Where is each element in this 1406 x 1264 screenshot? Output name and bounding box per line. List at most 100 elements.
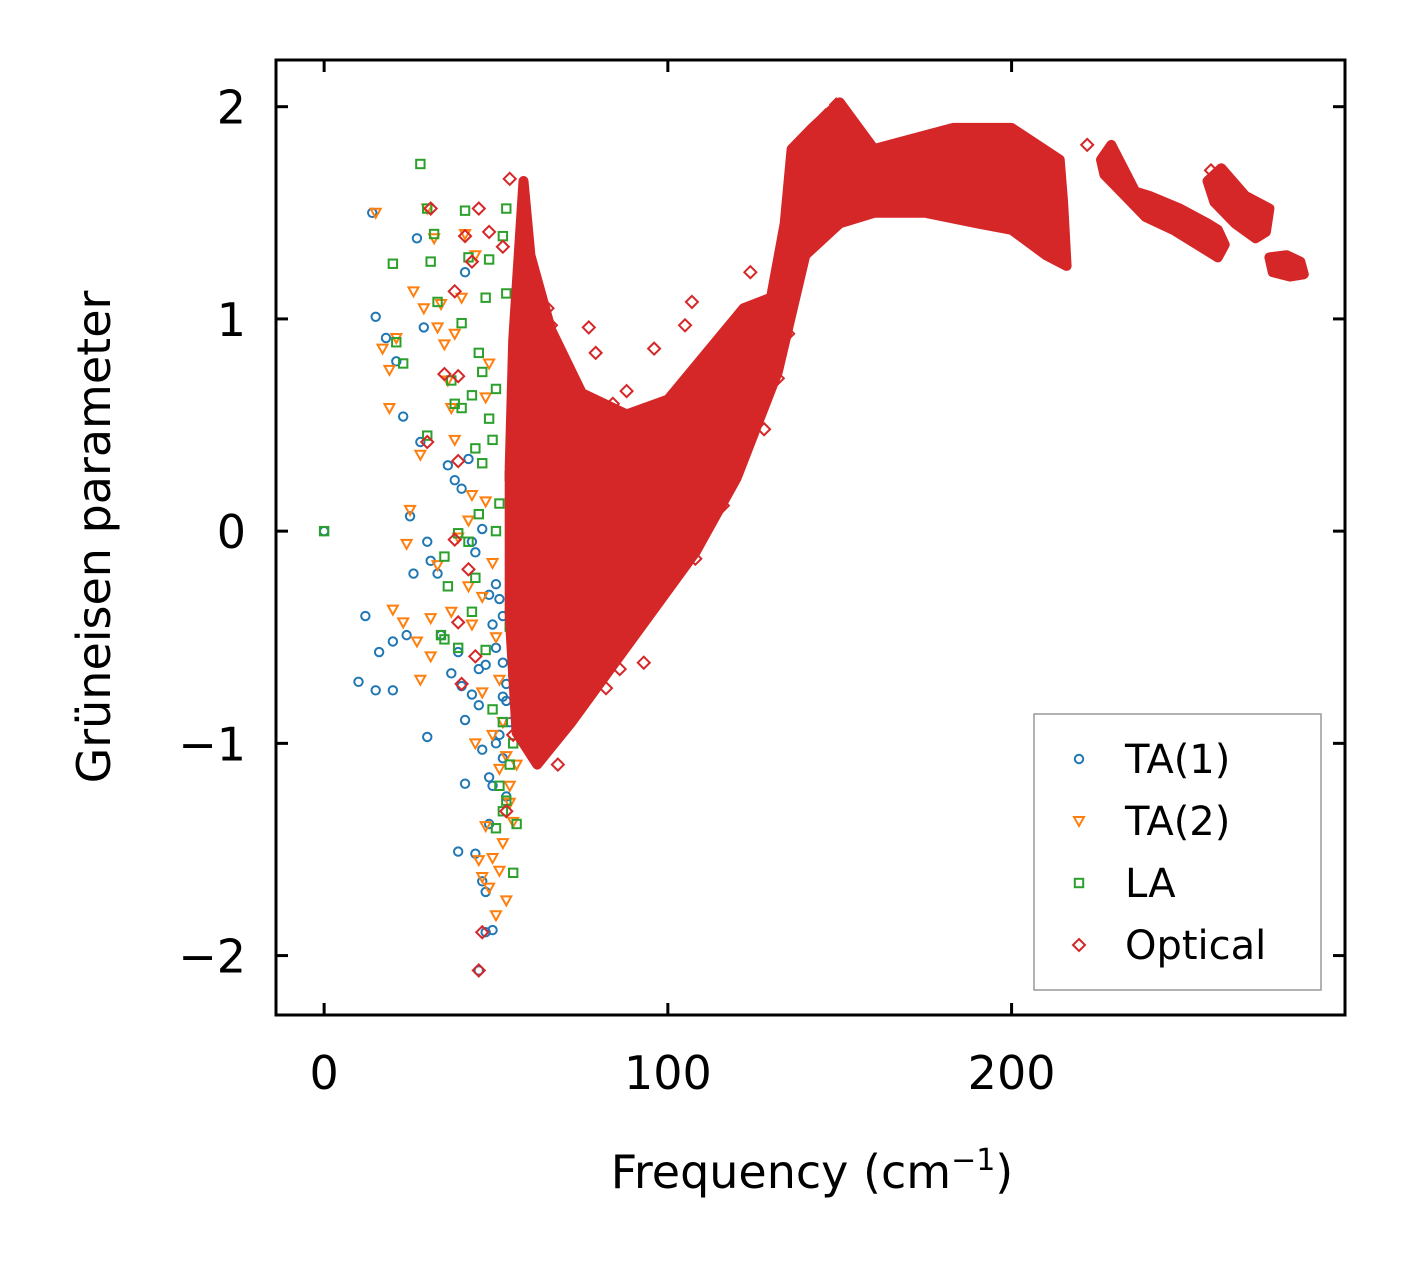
data-point [477, 523, 488, 535]
y-tick-label: 2 [217, 81, 246, 135]
data-point [439, 634, 450, 645]
data-point [382, 364, 397, 377]
data-point [475, 687, 489, 700]
data-point [547, 701, 562, 717]
data-point [504, 759, 515, 770]
optical-dense-region [1202, 163, 1275, 244]
data-point [497, 657, 509, 668]
plot-frame [274, 58, 1347, 1017]
data-point [446, 668, 457, 679]
data-point [380, 332, 392, 344]
data-point [391, 356, 402, 367]
data-point [677, 317, 693, 333]
data-point [419, 434, 435, 450]
data-point [422, 731, 433, 743]
data-point [646, 341, 662, 357]
data-point [418, 322, 430, 333]
data-point [501, 203, 512, 214]
data-point [467, 648, 483, 664]
data-point [507, 867, 519, 879]
data-point [448, 328, 462, 341]
data-point [425, 256, 436, 267]
data-point [447, 532, 463, 548]
data-point [588, 345, 604, 361]
legend-entries: TA(1) TA(2) LA Optical [1071, 737, 1266, 969]
data-point [540, 300, 555, 316]
data-point [415, 158, 426, 170]
data-point [439, 551, 450, 562]
data-point [511, 818, 522, 830]
data-point [497, 716, 509, 728]
data-point [472, 855, 486, 868]
data-point [410, 636, 424, 649]
data-point [490, 525, 502, 537]
data-point [492, 674, 507, 687]
data-point [506, 816, 520, 829]
data-point [466, 606, 478, 617]
data-point [505, 727, 521, 743]
data-point [417, 303, 431, 316]
data-point [466, 390, 478, 401]
data-point [463, 453, 474, 465]
legend-marker-optical [1071, 937, 1087, 953]
data-point [456, 317, 467, 329]
data-point [501, 288, 512, 299]
data-point [698, 477, 714, 492]
legend-label: TA(2) [1124, 799, 1230, 845]
legend: TA(1) TA(2) LA Optical [1033, 713, 1322, 991]
data-point [1203, 162, 1219, 178]
data-point [574, 413, 590, 429]
data-point [448, 434, 462, 447]
data-point [442, 460, 454, 471]
data-point [397, 411, 409, 422]
data-point [396, 617, 410, 630]
data-point [459, 267, 471, 278]
optical-dense-region [1096, 139, 1230, 263]
data-point [473, 699, 485, 711]
data-point [450, 368, 466, 384]
data-point [494, 780, 505, 791]
data-point [360, 610, 371, 622]
data-point [461, 515, 476, 528]
data-point [477, 458, 488, 469]
data-point [753, 298, 769, 314]
data-point [404, 511, 416, 522]
data-point [413, 674, 428, 687]
data-point [487, 619, 498, 630]
data-point [442, 581, 454, 592]
data-point [454, 676, 470, 692]
data-point [450, 453, 466, 469]
data-point [485, 852, 500, 866]
data-point [370, 311, 381, 322]
data-point [494, 498, 505, 509]
data-point [657, 417, 672, 433]
data-point [483, 254, 495, 265]
data-point [490, 578, 502, 590]
data-point [481, 224, 497, 240]
data-point [519, 697, 535, 713]
plot-area [318, 97, 1309, 978]
data-point [478, 392, 493, 405]
data-point [452, 642, 464, 654]
data-point [452, 846, 464, 857]
data-point [437, 366, 452, 382]
data-point [969, 143, 985, 159]
data-point [422, 536, 433, 547]
data-point [490, 383, 502, 395]
data-point [457, 228, 473, 244]
data-point [492, 865, 507, 878]
data-point [473, 508, 485, 520]
x-tick-label: 0 [309, 1046, 338, 1100]
legend-marker-la [1073, 877, 1085, 889]
data-point [533, 629, 549, 645]
x-tick-label: 100 [624, 1046, 712, 1100]
data-point [584, 680, 600, 696]
data-point [605, 396, 621, 412]
legend-marker-ta-1- [1073, 753, 1085, 765]
data-point [794, 188, 810, 204]
data-point [387, 258, 399, 269]
data-point [499, 751, 513, 764]
data-point [450, 614, 466, 630]
data-point [428, 228, 440, 240]
